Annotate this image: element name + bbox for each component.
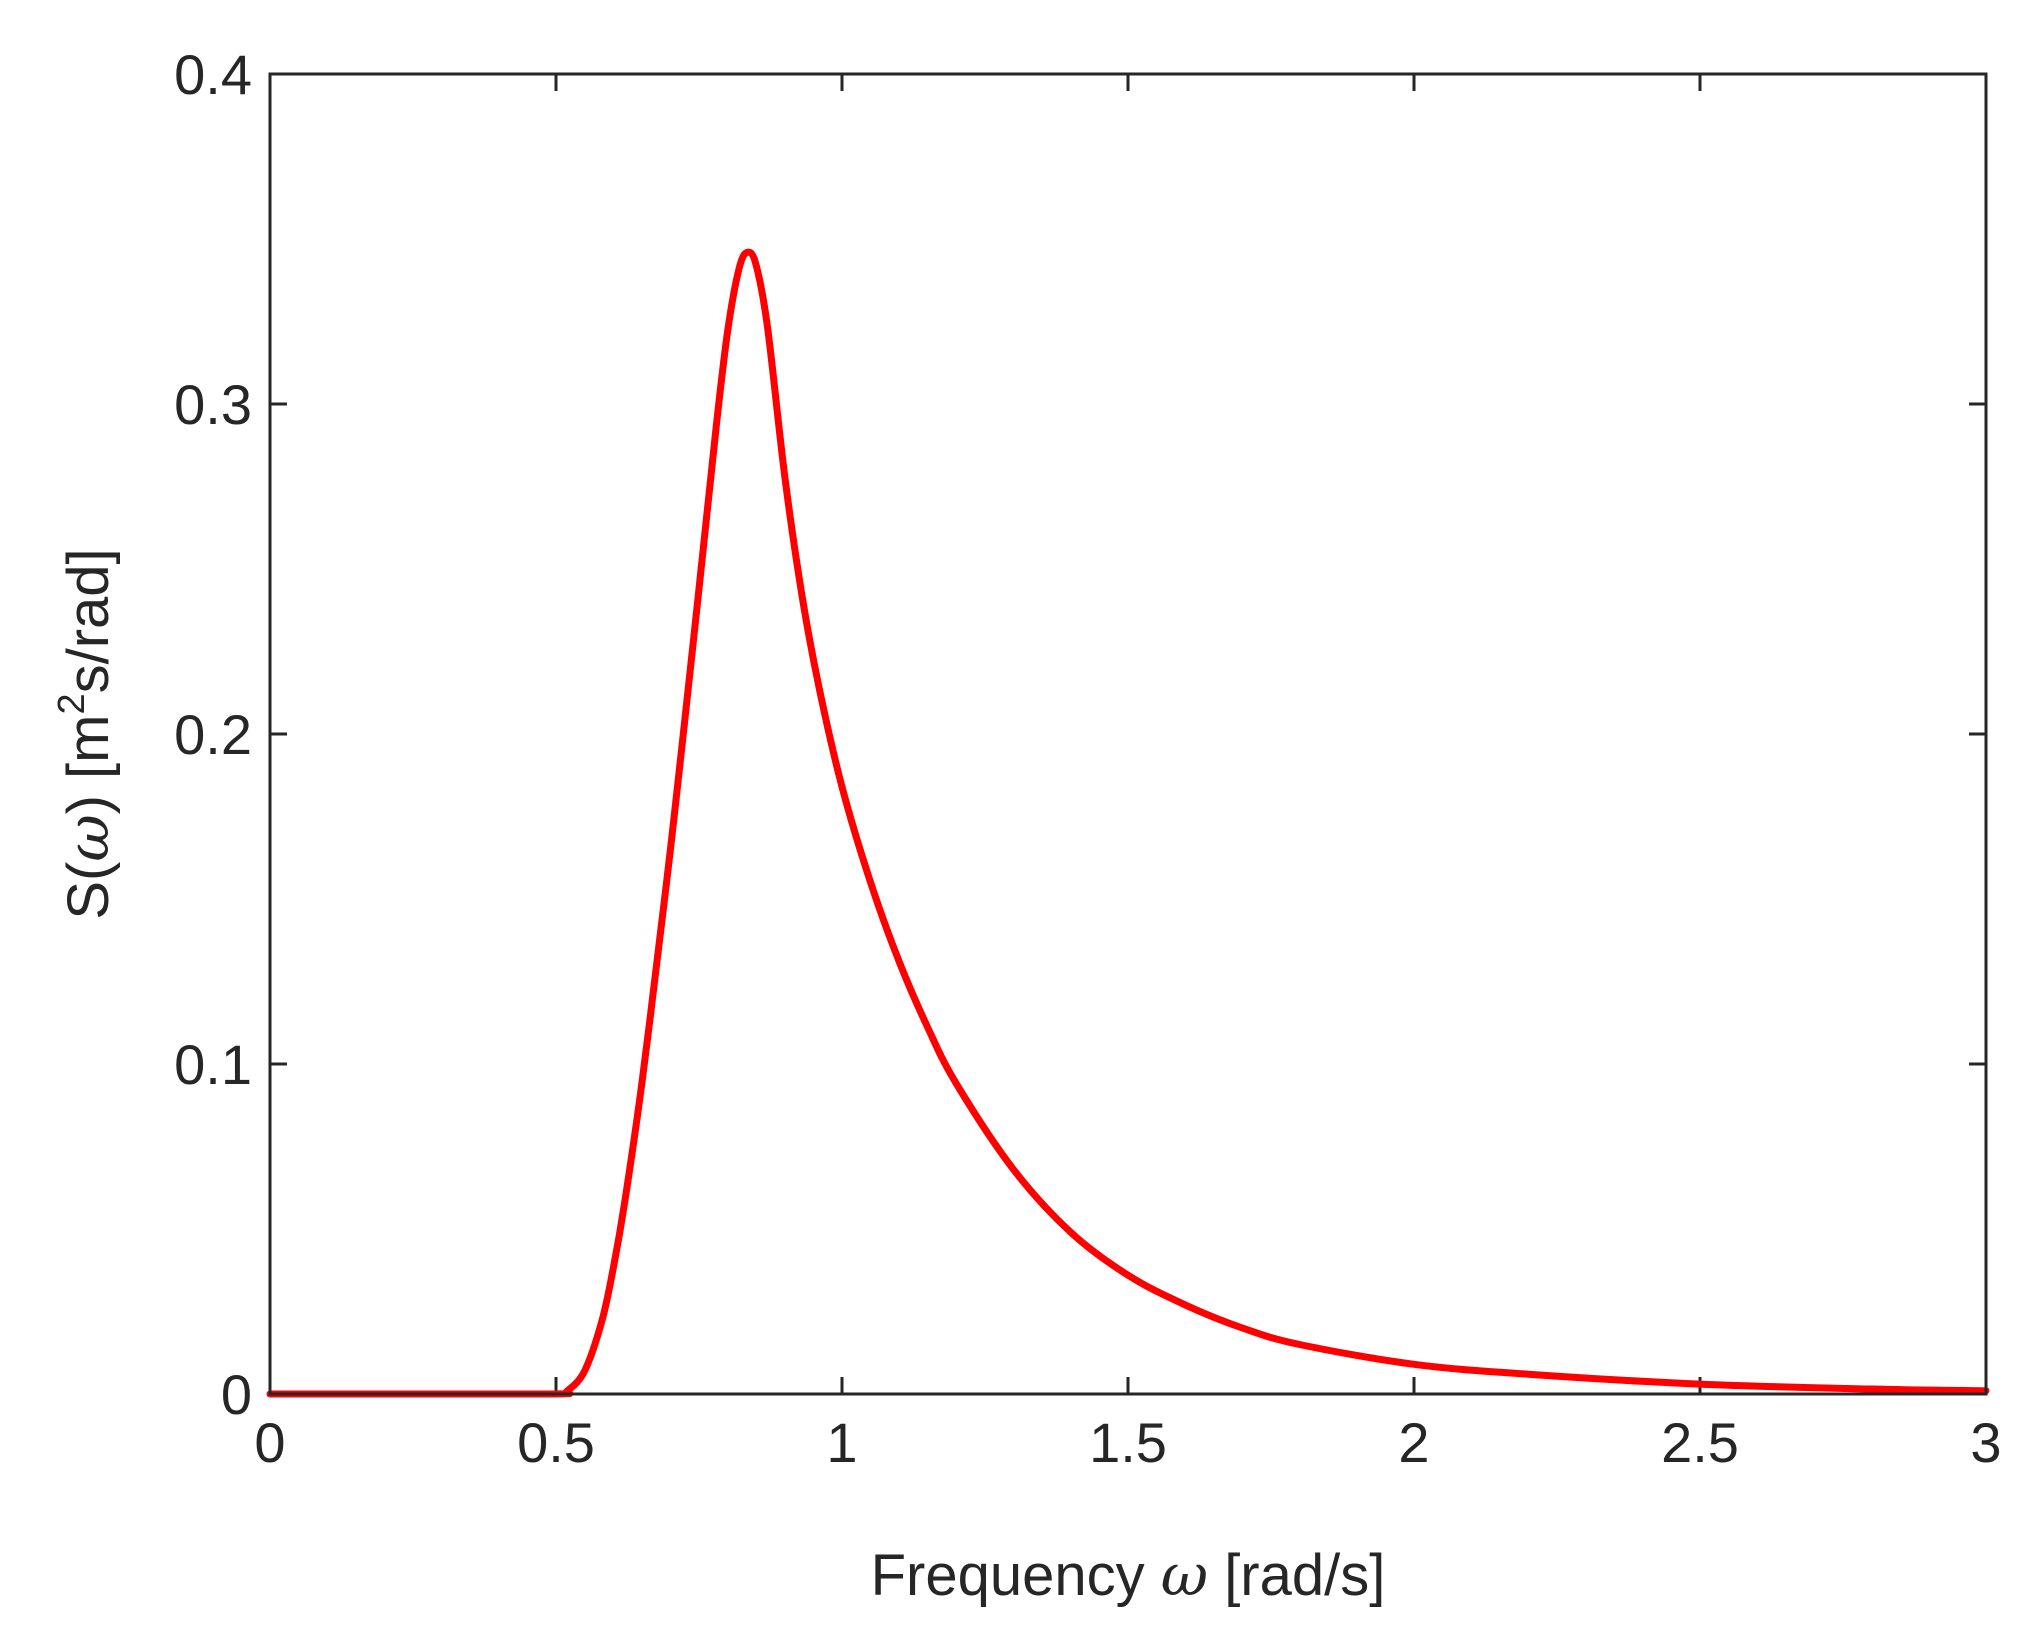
x-axis-label-suffix: [rad/s] [1208, 1543, 1385, 1608]
x-axis-label: Frequency ω [rad/s] [871, 1541, 1386, 1609]
y-axis-label-omega: ω [54, 814, 122, 861]
x-tick-labels: 0 0.5 1 1.5 2 2.5 3 [254, 1411, 2001, 1474]
x-tick-label: 2.5 [1661, 1411, 1739, 1474]
y-axis-label-superscript: 2 [51, 693, 93, 714]
x-tick-label: 2 [1398, 1411, 1429, 1474]
y-tick-label: 0 [221, 1363, 252, 1426]
y-tick-label: 0.2 [174, 703, 252, 766]
y-axis-label-suffix: s/rad] [56, 548, 121, 693]
series-line [266, 248, 1990, 1398]
y-axis-label: S(ω) [m2s/rad] [51, 548, 122, 919]
x-tick-label: 0 [254, 1411, 285, 1474]
y-tick-label: 0.4 [174, 43, 252, 106]
y-axis-label-middle: ) [m [56, 715, 121, 815]
x-tick-label: 1 [826, 1411, 857, 1474]
x-axis-label-prefix: Frequency [871, 1543, 1161, 1608]
x-tick-label: 1.5 [1089, 1411, 1167, 1474]
y-tick-label: 0.1 [174, 1033, 252, 1096]
x-tick-label: 0.5 [517, 1411, 595, 1474]
plot-frame [268, 72, 1988, 1396]
y-tick-labels: 0 0.1 0.2 0.3 0.4 [174, 43, 252, 1426]
plot-background [270, 74, 1986, 1394]
y-axis-label-prefix: S( [56, 862, 121, 920]
x-axis-label-omega: ω [1161, 1541, 1208, 1609]
y-tick-label: 0.3 [174, 373, 252, 436]
x-tick-label: 3 [1970, 1411, 2001, 1474]
